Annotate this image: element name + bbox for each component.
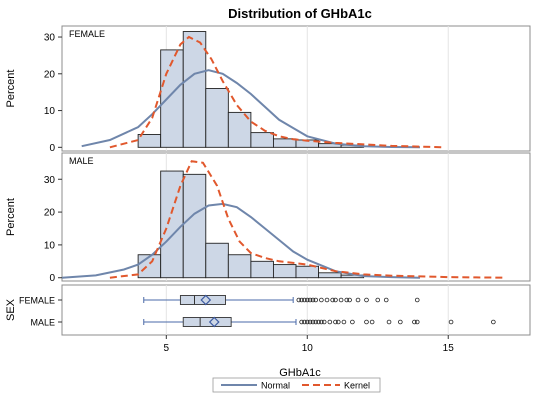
histogram-bar xyxy=(272,138,297,148)
outlier-point xyxy=(299,297,304,303)
histogram-bar xyxy=(160,49,184,148)
y-tick-label: 20 xyxy=(44,69,56,80)
y-axis-label: Percent xyxy=(5,70,17,108)
outlier-point xyxy=(299,319,304,325)
outlier-point xyxy=(330,297,335,303)
outlier-point xyxy=(327,319,333,325)
mean-marker xyxy=(208,316,220,328)
outlier-point xyxy=(448,319,454,325)
chart-title: Distribution of GHbA1c xyxy=(228,6,372,21)
box-iqr xyxy=(182,317,232,327)
outlier-point xyxy=(355,297,361,303)
outlier-point xyxy=(412,319,417,325)
outlier-point xyxy=(310,297,316,303)
outlier-point xyxy=(307,319,313,325)
outlier-point xyxy=(333,297,338,303)
boxplot-panel: FEMALE MALE SEX xyxy=(5,284,531,336)
x-tick-label: 15 xyxy=(443,343,455,354)
kernel-curve xyxy=(109,35,443,149)
outlier-point xyxy=(341,319,347,325)
y-tick-label: 30 xyxy=(44,175,56,186)
outlier-point xyxy=(364,319,369,325)
outlier-point xyxy=(302,319,307,325)
outlier-point xyxy=(375,297,381,303)
y-tick-label: 0 xyxy=(49,273,55,284)
histogram-panel-male: 0 10 20 30 MALE Percent xyxy=(5,152,531,284)
panel-label: MALE xyxy=(69,156,94,166)
outlier-point xyxy=(316,319,321,325)
y-axis-label: SEX xyxy=(5,298,17,321)
histogram-bar xyxy=(205,242,229,279)
panel-frame xyxy=(61,25,531,152)
outlier-point xyxy=(383,297,389,303)
histogram-bar xyxy=(205,88,229,148)
outlier-point xyxy=(347,297,352,303)
outlier-point xyxy=(302,297,307,303)
y-axis-label: Percent xyxy=(5,198,17,236)
histogram-bar xyxy=(227,111,252,148)
mean-marker xyxy=(200,294,212,306)
y-tick-label: 10 xyxy=(44,106,56,117)
y-tick-label: 0 xyxy=(49,143,55,154)
x-tick-label: 10 xyxy=(302,343,314,354)
group-label: MALE xyxy=(30,318,55,328)
x-axis-label: GHbA1c xyxy=(279,367,321,379)
y-tick-label: 20 xyxy=(44,208,56,219)
histogram-bar xyxy=(272,264,297,279)
box-iqr xyxy=(179,295,226,305)
outlier-point xyxy=(338,297,344,303)
histogram-bar xyxy=(182,173,207,279)
outlier-point xyxy=(307,297,313,303)
outlier-point xyxy=(319,319,324,325)
legend-normal-label: Normal xyxy=(261,381,290,391)
outlier-point xyxy=(296,297,302,303)
normal-curve xyxy=(61,202,421,279)
outlier-point xyxy=(319,297,324,303)
histogram-bar xyxy=(250,260,274,279)
outlier-point xyxy=(398,319,403,325)
outlier-point xyxy=(369,319,375,325)
x-axis: 5 10 15 xyxy=(164,335,455,354)
histogram-bar xyxy=(182,31,207,148)
outlier-point xyxy=(491,319,496,325)
outlier-point xyxy=(321,319,327,325)
outlier-point xyxy=(313,297,319,303)
panel-frame xyxy=(61,152,531,282)
histogram-bar xyxy=(227,254,252,279)
histogram-bar xyxy=(250,132,274,148)
histogram-bar xyxy=(295,265,320,279)
panel-label: FEMALE xyxy=(69,29,105,39)
panel-frame xyxy=(61,284,531,336)
legend-kernel-label: Kernel xyxy=(344,381,370,391)
kernel-curve xyxy=(109,160,505,279)
y-tick-label: 30 xyxy=(44,33,56,44)
outlier-point xyxy=(324,297,330,303)
outlier-point xyxy=(344,297,350,303)
outlier-point xyxy=(313,319,319,325)
histogram-bar xyxy=(318,272,342,279)
y-tick-label: 10 xyxy=(44,240,56,251)
outlier-point xyxy=(335,319,341,325)
x-tick-label: 5 xyxy=(164,343,170,354)
outlier-point xyxy=(304,297,310,303)
outlier-point xyxy=(364,297,369,303)
outlier-point xyxy=(386,319,392,325)
histogram-panel-female: 0 10 20 30 FEMALE Percent xyxy=(5,25,531,154)
group-label: FEMALE xyxy=(19,296,55,306)
outlier-point xyxy=(310,319,316,325)
histogram-bar xyxy=(137,254,162,279)
outlier-point xyxy=(350,319,355,325)
legend: Normal Kernel xyxy=(212,377,381,393)
outlier-point xyxy=(333,319,338,325)
outlier-point xyxy=(304,319,310,325)
legend-frame xyxy=(212,377,381,393)
outlier-point xyxy=(414,319,420,325)
outlier-point xyxy=(414,297,420,303)
